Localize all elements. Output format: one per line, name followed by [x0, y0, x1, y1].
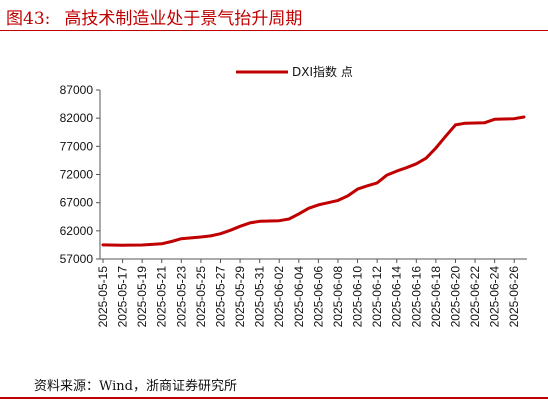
data-point [454, 123, 457, 127]
data-point [121, 244, 124, 247]
data-point [101, 243, 105, 247]
data-point [424, 157, 428, 160]
x-tick-label: 2025-05-17 [116, 266, 130, 328]
data-point [258, 220, 261, 223]
data-point [434, 146, 438, 150]
data-point [356, 187, 359, 191]
x-tick-label: 2025-05-29 [233, 266, 247, 328]
data-point [385, 173, 389, 177]
x-tick-label: 2025-05-23 [174, 266, 188, 328]
data-point [209, 234, 212, 238]
y-tick-label: 82000 [60, 111, 94, 125]
data-point [278, 219, 281, 222]
data-point [405, 166, 408, 169]
source-note: 资料来源：Wind，浙商证券研究所 [34, 379, 237, 394]
x-tick-label: 2025-05-21 [155, 266, 169, 328]
data-point [248, 221, 252, 225]
data-point [180, 237, 183, 240]
data-point [141, 243, 144, 247]
data-point [346, 194, 349, 198]
data-point [160, 242, 163, 245]
chart-series [101, 115, 526, 247]
y-tick-label: 77000 [60, 139, 94, 153]
data-point [287, 217, 291, 221]
x-tick-label: 2025-06-12 [370, 266, 384, 328]
x-tick-label: 2025-06-18 [429, 266, 443, 328]
data-point [366, 184, 369, 187]
x-tick-label: 2025-06-22 [468, 266, 482, 328]
data-point [464, 122, 467, 125]
figure-number: 图43: [6, 9, 51, 29]
data-point [375, 181, 379, 185]
series-line-dxi [101, 115, 526, 247]
x-tick-labels: 2025-05-15 2025-05-17 2025-05-19 2025-05-21… [96, 266, 521, 328]
data-point [513, 117, 516, 120]
data-point [238, 225, 242, 228]
bottom-rule [0, 397, 548, 399]
x-tick-label: 2025-06-06 [311, 266, 325, 328]
chart-legend: DXI指数 点 [236, 64, 353, 79]
x-tick-label: 2025-06-16 [409, 266, 423, 328]
x-tick-label: 2025-05-27 [213, 266, 227, 328]
x-tick-label: 2025-06-20 [448, 266, 462, 328]
x-tick-label: 2025-06-08 [331, 266, 345, 328]
y-tick-label: 72000 [60, 168, 94, 182]
x-tick-label: 2025-05-25 [194, 266, 208, 328]
x-tick-label: 2025-06-10 [351, 266, 365, 328]
y-tick-label: 57000 [60, 252, 94, 266]
data-point [229, 229, 232, 232]
data-point [219, 232, 222, 235]
x-tick-label: 2025-05-15 [96, 266, 110, 328]
data-point [415, 162, 418, 165]
data-point [307, 207, 310, 210]
x-tick-label: 2025-06-02 [272, 266, 286, 328]
x-tick-label: 2025-06-26 [507, 266, 521, 328]
data-point [395, 169, 398, 173]
chart-axes [96, 89, 527, 263]
data-point [317, 203, 320, 207]
data-point [493, 118, 496, 121]
data-point [522, 115, 526, 119]
data-point [297, 212, 300, 216]
y-tick-label: 67000 [60, 196, 94, 210]
title-rule [0, 30, 548, 31]
y-tick-label: 62000 [60, 224, 94, 238]
legend-label: DXI指数 点 [292, 64, 353, 79]
x-tick-label: 2025-06-24 [488, 266, 502, 328]
data-point [444, 135, 447, 138]
figure-title: 图43: 高技术制造业处于景气抬升周期 [6, 4, 302, 29]
data-point [327, 201, 330, 204]
y-tick-labels: 57000 62000 67000 72000 77000 82000 87000 [60, 83, 94, 266]
y-tick-label: 87000 [60, 83, 94, 97]
data-point [483, 121, 486, 124]
x-tick-label: 2025-06-14 [390, 266, 404, 328]
x-tick-label: 2025-05-19 [135, 266, 149, 328]
x-tick-label: 2025-05-31 [253, 266, 267, 328]
data-point [170, 240, 173, 243]
line-chart: DXI指数 点 57000 62000 67000 72000 77000 82000 87… [60, 64, 527, 328]
figure-title-text: 高技术制造业处于景气抬升周期 [64, 9, 303, 29]
x-tick-label: 2025-06-04 [292, 266, 306, 328]
data-point [199, 235, 203, 239]
data-point [336, 199, 340, 202]
